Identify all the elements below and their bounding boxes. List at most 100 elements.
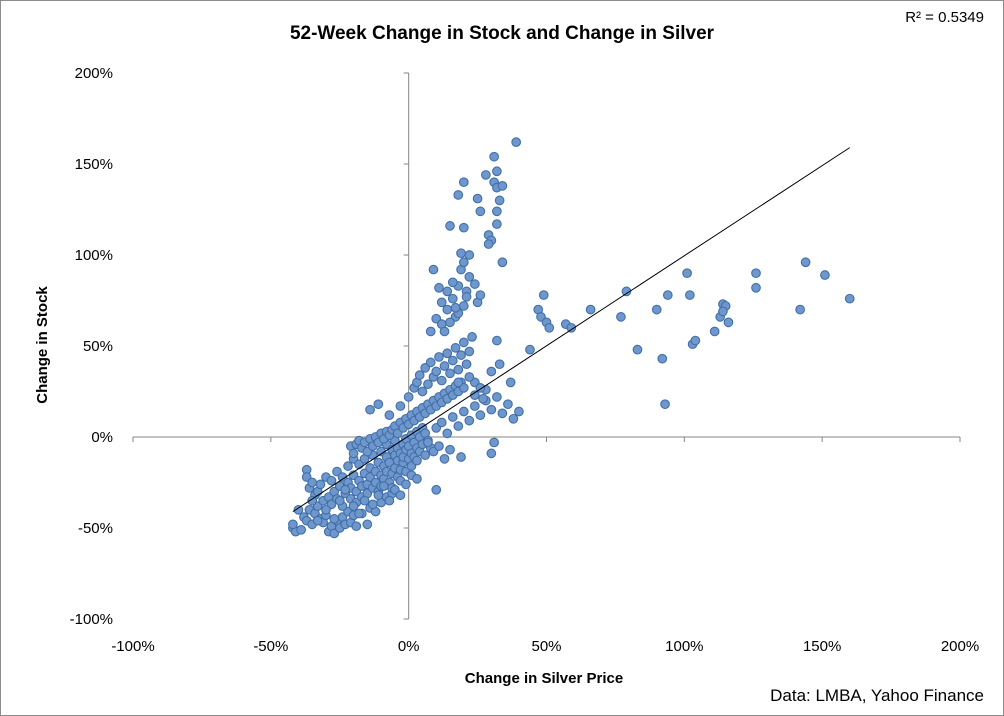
data-point [632,344,643,355]
data-point [492,219,502,229]
data-point [373,399,384,410]
data-point [395,401,406,411]
data-point [434,282,444,293]
data-point [709,326,720,337]
data-point [351,521,362,532]
data-point [464,372,475,382]
data-point [486,366,497,377]
data-point [450,342,461,353]
data-point [395,490,406,501]
data-point [326,475,337,486]
y-tick-label: -100% [70,611,113,628]
data-point [458,257,469,268]
data-point [514,406,524,417]
data-point [367,499,378,510]
data-point [442,286,453,297]
data-point [492,206,502,217]
data-point [456,350,466,360]
data-point [505,377,516,388]
data-point [403,392,414,402]
data-point [307,477,318,488]
data-point [492,335,502,346]
data-point [293,504,304,515]
data-point [445,368,455,379]
data-point [340,484,351,495]
data-point [423,437,433,448]
data-point [494,195,505,206]
data-point [458,222,469,233]
data-point [469,279,480,289]
data-point [467,332,477,342]
data-point [690,335,701,346]
x-tick-label: -50% [253,638,288,655]
data-point [538,290,549,300]
data-point [447,355,458,366]
data-point [492,392,502,402]
data-point [795,304,805,315]
data-point [458,177,469,188]
x-tick-label: -100% [111,638,154,655]
data-point [423,379,433,390]
data-point [616,312,626,322]
data-point [434,441,444,451]
data-point [660,399,670,410]
data-point [651,304,662,315]
data-point [417,386,428,397]
x-tick-label: 100% [665,638,703,655]
data-point [544,322,555,333]
data-point [365,404,375,415]
data-point [508,413,519,424]
data-point [431,366,442,377]
data-point [464,415,475,426]
data-point [464,271,475,282]
data-point [503,399,513,410]
y-tick-label: 200% [75,65,113,82]
data-point [497,408,508,419]
chart-title: 52-Week Change in Stock and Change in Si… [290,23,715,44]
data-point [456,248,466,259]
x-axis-title: Change in Silver Price [465,670,623,687]
data-point [401,479,411,490]
data-point [751,268,761,279]
data-point [334,495,345,506]
data-point [412,474,422,484]
data-point [321,504,331,515]
source-note: Data: LMBA, Yahoo Finance [770,686,984,705]
data-point [445,444,455,455]
data-point [420,450,431,461]
x-tick-label: 0% [398,638,420,655]
data-point [362,519,373,530]
data-point [447,412,458,422]
x-tick-label: 200% [941,638,979,655]
data-point [566,322,577,333]
data-point [458,301,469,311]
data-point [439,361,450,371]
data-point [307,495,318,506]
data-point [442,304,453,315]
data-point [439,453,450,464]
data-point [486,448,497,459]
data-point [497,257,508,268]
data-point [489,437,499,448]
data-point [682,268,692,279]
data-point [453,364,464,375]
data-point [585,304,596,315]
data-point [359,495,370,506]
y-tick-label: 0% [91,429,113,446]
data-point [456,452,466,462]
data-point [436,297,447,308]
data-point [453,421,464,431]
data-point [329,514,340,524]
data-point [425,357,436,368]
axes [132,72,961,620]
data-point [820,270,830,280]
data-point [469,401,480,411]
x-tick-label: 150% [803,638,841,655]
data-point [450,302,461,313]
data-point [489,151,499,162]
data-point [431,484,442,495]
data-point [464,346,475,357]
data-point [494,359,505,370]
data-point [414,370,425,380]
